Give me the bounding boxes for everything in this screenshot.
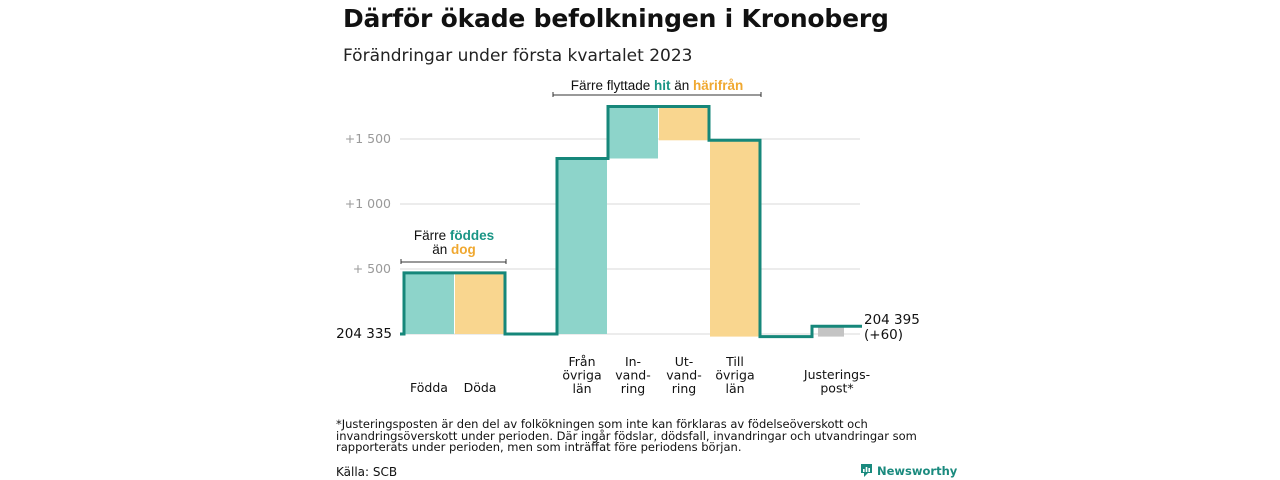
category-label: ring [621,381,645,396]
newsworthy-logo-icon [861,464,872,477]
category-label: län [725,381,744,396]
waterfall-bar [455,272,505,334]
start-value-label: 204 335 [336,326,392,342]
waterfall-chart: + 500+1 000+1 500 Födda DödaFrånövrigalän… [336,78,920,396]
category-label: In- [625,354,641,369]
category-label: Till [725,354,744,369]
annotation-bracket [400,259,507,264]
annotation-bracket [552,92,762,97]
chart-title: Därför ökade befolkningen i Kronoberg [343,4,889,33]
y-tick-label: + 500 [353,261,391,276]
category-label: Ut- [675,354,694,369]
label-layer: Födda DödaFrånövrigalänIn-vand-ringUt-van… [336,78,920,396]
category-label: övriga [715,368,754,383]
annotation-births-deaths: Färre föddes [414,228,494,243]
y-tick-label: +1 000 [345,196,391,211]
y-tick-label: +1 500 [345,131,391,146]
category-label: vand- [615,368,650,383]
waterfall-bar [608,106,658,159]
waterfall-bar [710,140,760,337]
brand-logo: Newsworthy [860,463,957,478]
waterfall-bar [557,158,607,334]
source-label: Källa: SCB [336,465,398,479]
category-label: ring [672,381,696,396]
category-label: Justerings- [803,367,870,382]
category-label: Från [568,354,595,369]
chart-subtitle: Förändringar under första kvartalet 2023 [343,46,693,66]
waterfall-bar [404,272,454,334]
end-value-label: (+60) [864,327,903,343]
line-layer [400,105,862,339]
category-label: län [572,381,591,396]
cumulative-line [400,105,862,339]
annotation-births-deaths: än dog [432,242,476,257]
category-label: övriga [562,368,601,383]
waterfall-bar [659,106,709,141]
category-label: Födda [410,380,448,395]
waterfall-bar [818,326,844,337]
annotation-migration: Färre flyttade hit än härifrån [571,78,744,93]
bar-layer [404,106,844,337]
footnote: *Justeringsposten är den del av folkökni… [336,417,917,454]
category-label: Döda [464,380,497,395]
end-value-label: 204 395 [864,312,920,328]
category-label: post* [820,381,853,396]
category-label: vand- [666,368,701,383]
brand-name: Newsworthy [877,463,958,478]
